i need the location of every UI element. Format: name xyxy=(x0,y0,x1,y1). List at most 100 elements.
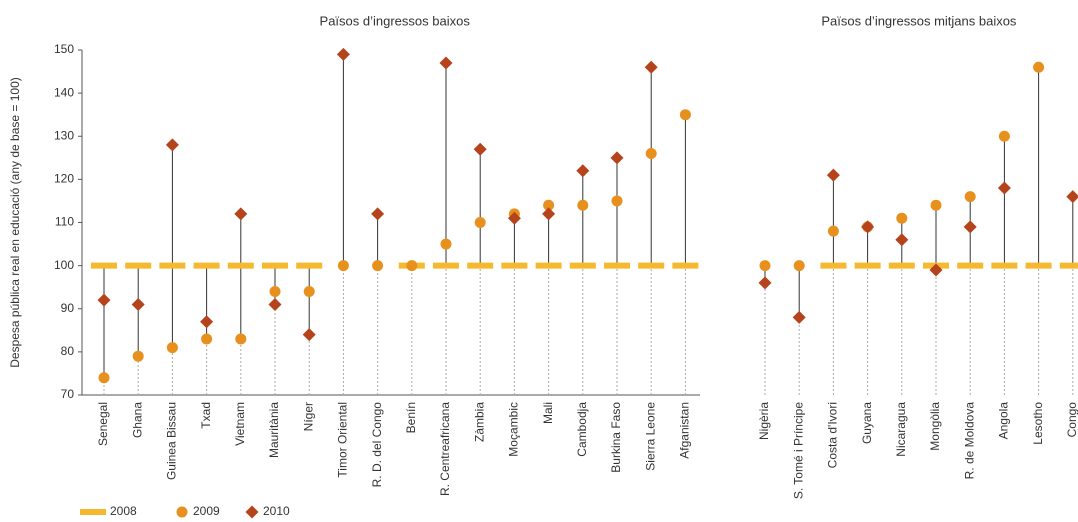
x-tick-label: Níger xyxy=(301,402,315,431)
x-tick-label: Congo xyxy=(1065,402,1078,438)
marker-2008 xyxy=(820,262,847,269)
marker-2010 xyxy=(302,328,316,342)
y-tick-label: 130 xyxy=(54,128,74,142)
marker-2009 xyxy=(337,260,349,272)
marker-2008 xyxy=(159,262,186,269)
x-tick-label: Vietnam xyxy=(233,402,247,446)
x-tick-label: Cambodja xyxy=(575,402,589,457)
marker-2008 xyxy=(604,262,630,269)
marker-2008 xyxy=(991,262,1018,269)
marker-2009 xyxy=(132,350,144,362)
marker-2009 xyxy=(679,109,691,121)
x-tick-label: Benín xyxy=(404,402,418,433)
marker-2009 xyxy=(759,260,771,272)
y-tick-label: 90 xyxy=(61,301,75,315)
marker-2008 xyxy=(80,509,106,515)
x-tick-label: R. Centreafricana xyxy=(438,402,452,496)
marker-2009 xyxy=(98,372,110,384)
legend-label: 2008 xyxy=(110,504,137,518)
y-axis-label: Despesa pública real en educació (any de… xyxy=(8,77,22,368)
marker-2010 xyxy=(245,505,259,519)
x-tick-label: Guinea Bissau xyxy=(165,402,179,480)
marker-2010 xyxy=(758,276,772,290)
marker-2008 xyxy=(501,262,528,269)
marker-2008 xyxy=(193,262,220,269)
marker-2008 xyxy=(227,262,254,269)
x-tick-label: Timor Oriental xyxy=(336,402,350,478)
marker-2009 xyxy=(235,333,247,345)
marker-2009 xyxy=(406,260,418,272)
y-tick-label: 80 xyxy=(61,344,75,358)
marker-2009 xyxy=(372,260,384,272)
x-tick-label: R. de Moldova xyxy=(962,402,976,480)
marker-2010 xyxy=(507,211,521,225)
x-tick-label: Mongòlia xyxy=(928,402,942,451)
marker-2010 xyxy=(439,56,453,70)
marker-2010 xyxy=(268,297,282,311)
marker-2008 xyxy=(672,262,699,269)
marker-2010 xyxy=(165,138,179,152)
x-tick-label: Nigèria xyxy=(757,402,771,440)
y-tick-label: 110 xyxy=(55,215,74,229)
marker-2008 xyxy=(957,262,984,269)
marker-2008 xyxy=(125,262,152,269)
x-tick-label: R. D. del Congo xyxy=(370,402,384,488)
y-tick-label: 150 xyxy=(54,42,74,56)
y-tick-label: 120 xyxy=(54,172,74,186)
marker-2009 xyxy=(611,195,623,207)
marker-2009 xyxy=(964,191,976,203)
x-tick-label: Ghana xyxy=(130,402,144,438)
x-tick-label: S. Tomé i Príncipe xyxy=(791,402,805,499)
x-tick-label: Senegal xyxy=(96,402,110,446)
x-tick-label: Moçambic xyxy=(507,402,521,457)
marker-2010 xyxy=(234,207,248,221)
marker-2008 xyxy=(638,262,665,269)
marker-2010 xyxy=(371,207,385,221)
x-tick-label: Lesotho xyxy=(1031,402,1045,445)
marker-2010 xyxy=(200,315,214,329)
x-tick-label: Guyana xyxy=(860,402,874,444)
marker-2010 xyxy=(792,310,806,324)
x-tick-label: Sierra Leone xyxy=(643,402,657,471)
marker-2010 xyxy=(963,220,977,234)
legend-label: 2010 xyxy=(263,504,290,518)
marker-2009 xyxy=(269,286,281,297)
marker-2010 xyxy=(610,151,624,165)
x-tick-label: Zàmbia xyxy=(472,402,486,442)
marker-2010 xyxy=(473,142,487,156)
marker-2009 xyxy=(827,225,839,237)
marker-2009 xyxy=(1033,61,1045,73)
marker-2009 xyxy=(645,148,657,159)
marker-2008 xyxy=(296,262,323,269)
marker-2010 xyxy=(644,60,658,74)
x-tick-label: Nicaragua xyxy=(894,402,908,457)
marker-2008 xyxy=(888,262,915,269)
marker-2008 xyxy=(1059,262,1078,269)
marker-2010 xyxy=(131,297,145,311)
x-tick-label: Txad xyxy=(199,402,213,429)
marker-2009 xyxy=(303,286,315,297)
x-tick-label: Afganistan xyxy=(678,402,692,459)
marker-2008 xyxy=(262,262,288,269)
marker-2009 xyxy=(474,217,486,228)
marker-2009 xyxy=(896,212,908,224)
y-tick-label: 100 xyxy=(54,258,74,272)
marker-2010 xyxy=(576,164,590,178)
chart-title: Països d’ingressos baixos xyxy=(320,13,471,28)
x-tick-label: Mauritània xyxy=(267,402,281,458)
marker-2008 xyxy=(91,262,117,269)
marker-2009 xyxy=(176,506,188,518)
marker-2009 xyxy=(930,199,942,211)
marker-2009 xyxy=(166,342,178,354)
marker-2009 xyxy=(998,130,1010,142)
marker-2008 xyxy=(1025,262,1052,269)
marker-2010 xyxy=(826,168,840,182)
marker-2009 xyxy=(793,260,805,272)
marker-2010 xyxy=(1066,190,1078,204)
marker-2010 xyxy=(861,220,875,234)
marker-2010 xyxy=(336,47,350,61)
marker-2008 xyxy=(433,262,459,269)
marker-2008 xyxy=(854,262,881,269)
marker-2009 xyxy=(577,199,589,211)
